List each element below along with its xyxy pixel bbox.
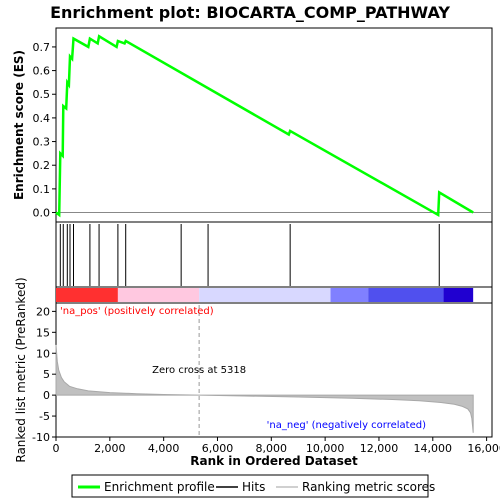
es-ytick-label: 0.2: [33, 159, 51, 172]
ranked-ytick-label: 0: [43, 389, 50, 402]
es-ytick-label: 0.4: [33, 112, 51, 125]
color-bar-segment: [56, 288, 118, 302]
ranked-ytick-label: 10: [36, 347, 50, 360]
zero-cross-label: Zero cross at 5318: [152, 365, 246, 376]
color-bar-segment: [117, 288, 200, 302]
es-ytick-label: 0.5: [33, 88, 51, 101]
enrichment-profile-line: [55, 34, 474, 218]
ranked-ytick-label: -5: [39, 410, 50, 423]
negative-correlation-label: 'na_neg' (negatively correlated): [267, 420, 426, 431]
es-ytick-label: 0.3: [33, 136, 51, 149]
color-bar-panel: [55, 286, 493, 304]
x-tick-label: 4,000: [148, 442, 180, 455]
legend-label-ranking: Ranking metric scores: [302, 480, 435, 494]
x-tick-label: 6,000: [202, 442, 234, 455]
x-tick-label: 8,000: [256, 442, 288, 455]
ranked-panel-frame: [55, 302, 493, 438]
hits-panel: [55, 221, 493, 288]
color-bar-segment: [368, 288, 444, 302]
ranked-ytick-label: 20: [36, 305, 50, 318]
ranked-ytick-label: 15: [36, 326, 50, 339]
es-ytick-label: 0.1: [33, 183, 51, 196]
legend: Enrichment profile Hits Ranking metric s…: [71, 474, 435, 498]
legend-label-hits: Hits: [242, 480, 265, 494]
color-bar-segment: [199, 288, 331, 302]
color-bar-segment: [443, 288, 474, 302]
x-axis-title: Rank in Ordered Dataset: [190, 454, 358, 468]
ranking-metric-area: [55, 344, 474, 433]
chart-title: Enrichment plot: BIOCARTA_COMP_PATHWAY: [50, 3, 450, 22]
ranked-ytick-label: 5: [43, 368, 50, 381]
legend-box: [71, 474, 429, 498]
x-tick-label: 14,000: [414, 442, 453, 455]
hits-panel-frame: [55, 221, 493, 288]
x-tick-label: 12,000: [360, 442, 399, 455]
ranked-metric-panel: -10 -5 0 5 10 15 20 Zero cross at 5318 'na_pos…: [32, 302, 493, 444]
es-ytick-label: 0.7: [33, 41, 51, 54]
color-bar-segment: [330, 288, 369, 302]
x-tick-label: 0: [53, 442, 60, 455]
es-panel: 0.0 0.1 0.2 0.3 0.4 0.5 0.6 0.7: [33, 27, 493, 223]
es-ytick-label: 0.6: [33, 65, 51, 78]
es-ytick-label: 0.0: [33, 207, 51, 220]
x-tick-label: 2,000: [94, 442, 126, 455]
ranked-ytick-label: -10: [32, 431, 50, 444]
x-tick-label: 16,000: [467, 442, 500, 455]
ranked-axis-title: Ranked list metric (PreRanked): [14, 277, 28, 462]
positive-correlation-label: 'na_pos' (positively correlated): [60, 306, 214, 317]
x-tick-label: 10,000: [306, 442, 345, 455]
es-axis-title: Enrichment score (ES): [12, 50, 26, 200]
legend-label-enrichment: Enrichment profile: [104, 480, 215, 494]
